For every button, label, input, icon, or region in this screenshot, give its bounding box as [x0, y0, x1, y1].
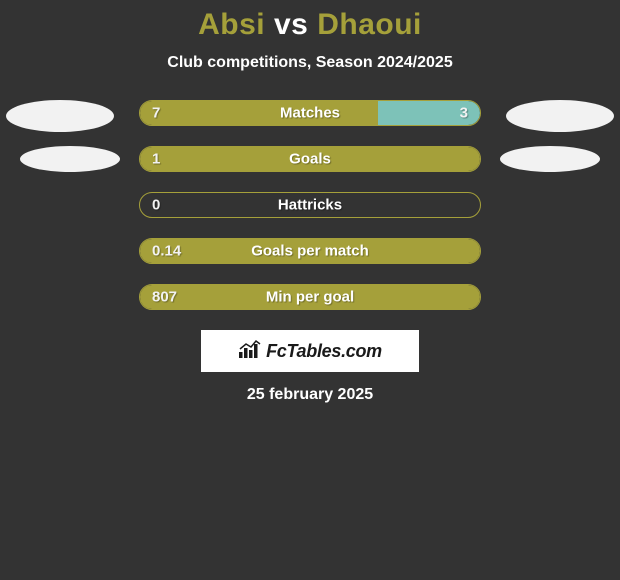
stat-value-left: 807 — [152, 289, 177, 306]
logo-inner: FcTables.com — [238, 339, 382, 364]
stat-value-left: 0.14 — [152, 243, 181, 260]
stat-label: Goals — [289, 151, 331, 168]
logo-box: FcTables.com — [201, 330, 419, 372]
stat-row: 807 Min per goal — [0, 284, 620, 310]
bar-chart-icon — [238, 339, 262, 364]
stat-value-left: 0 — [152, 197, 160, 214]
stat-row: 0 Hattricks — [0, 192, 620, 218]
vs-text: vs — [274, 8, 308, 41]
stat-value-left: 7 — [152, 105, 160, 122]
stat-value-right: 3 — [460, 105, 468, 122]
player2-name: Dhaoui — [317, 8, 422, 41]
stat-value-left: 1 — [152, 151, 160, 168]
stat-row: 0.14 Goals per match — [0, 238, 620, 264]
stats-area: 7 3 Matches 1 Goals 0 Hattricks 0.14 Goals per m… — [0, 100, 620, 310]
stat-bar: 7 3 Matches — [139, 100, 481, 126]
stat-row: 7 3 Matches — [0, 100, 620, 126]
stat-row: 1 Goals — [0, 146, 620, 172]
subtitle: Club competitions, Season 2024/2025 — [0, 54, 620, 72]
date-text: 25 february 2025 — [0, 386, 620, 404]
stat-label: Matches — [280, 105, 340, 122]
stat-bar: 1 Goals — [139, 146, 481, 172]
stat-label: Goals per match — [251, 243, 369, 260]
stat-bar: 0 Hattricks — [139, 192, 481, 218]
infographic-container: Absi vs Dhaoui Club competitions, Season… — [0, 0, 620, 404]
stat-label: Hattricks — [278, 197, 342, 214]
page-title: Absi vs Dhaoui — [0, 8, 620, 42]
stat-bar: 807 Min per goal — [139, 284, 481, 310]
stat-bar: 0.14 Goals per match — [139, 238, 481, 264]
player1-name: Absi — [198, 8, 265, 41]
logo-text: FcTables.com — [266, 341, 382, 362]
bar-segment-left — [140, 101, 378, 125]
stat-label: Min per goal — [266, 289, 354, 306]
